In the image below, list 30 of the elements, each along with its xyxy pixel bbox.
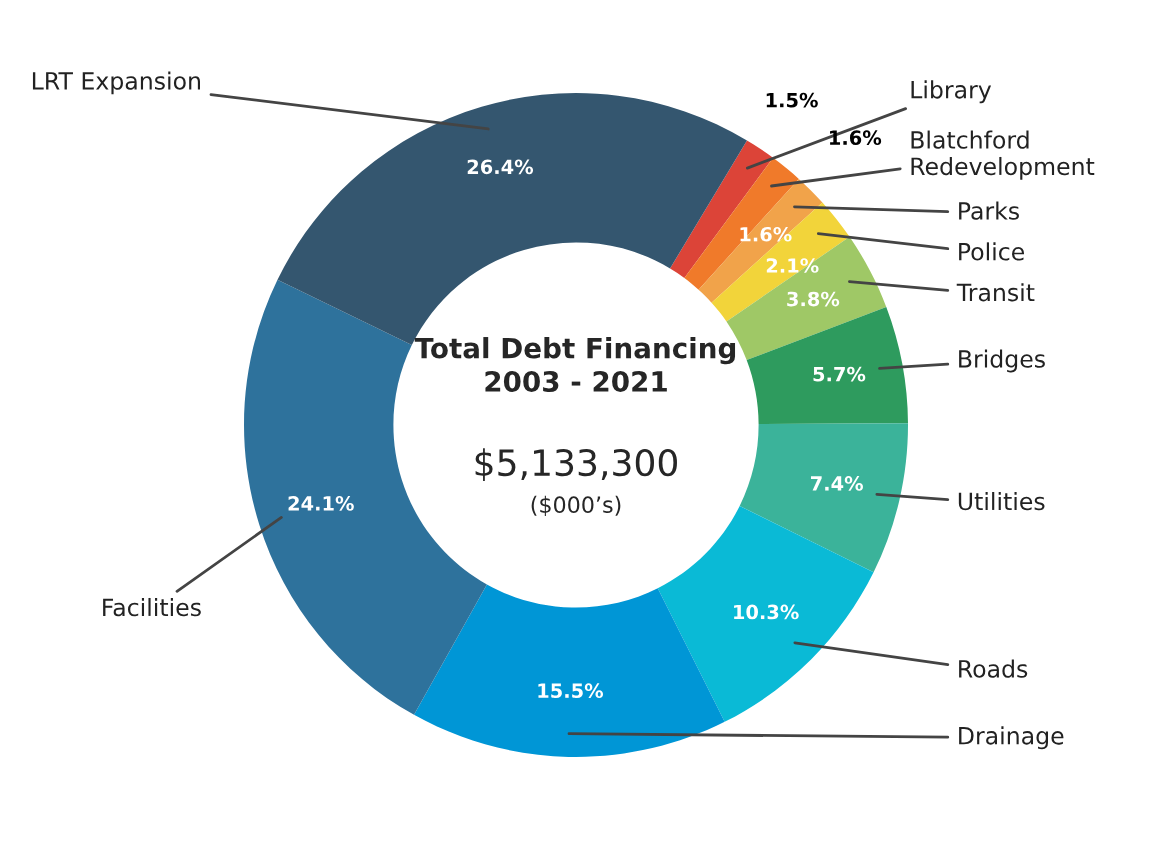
data-label: 7.4%	[810, 476, 863, 491]
text: ($000’s)	[531, 495, 621, 516]
data-label: 1.6%	[830, 130, 882, 146]
slice-label: Facilities	[103, 597, 201, 617]
data-label: 3.8%	[787, 291, 840, 307]
donut-slice	[711, 202, 850, 322]
data-label: 1.5%	[766, 92, 818, 108]
data-label: 15.5%	[538, 683, 604, 699]
slice-label: Utilities	[958, 491, 1045, 511]
slice-label: Police	[959, 242, 1024, 261]
data-label: 2.1%	[766, 258, 819, 273]
donut-slice	[414, 584, 725, 757]
slice-label: Bridges	[959, 349, 1045, 373]
data-label: 26.4%	[467, 159, 534, 175]
data-label: 5.7%	[813, 366, 866, 382]
data-label: 10.3%	[734, 604, 799, 620]
slice-label: Parks	[959, 201, 1019, 220]
slice-label: Drainage	[959, 726, 1064, 750]
slice-label: Library	[911, 80, 992, 104]
slice-label: Roads	[959, 659, 1028, 678]
donut-slice	[739, 423, 908, 573]
donut-slice	[657, 505, 874, 722]
data-label: 1.6%	[740, 226, 792, 242]
donut-slice	[746, 306, 908, 424]
text: $5,133,300	[475, 448, 677, 482]
data-label: 24.1%	[288, 496, 354, 511]
text: Total Debt Financing 2003 - 2021	[414, 337, 736, 392]
slice-label: Blatchford Redevelopment	[911, 130, 1095, 180]
slice-label: Transit	[956, 283, 1035, 302]
slice-label: LRT Expansion	[32, 71, 200, 95]
